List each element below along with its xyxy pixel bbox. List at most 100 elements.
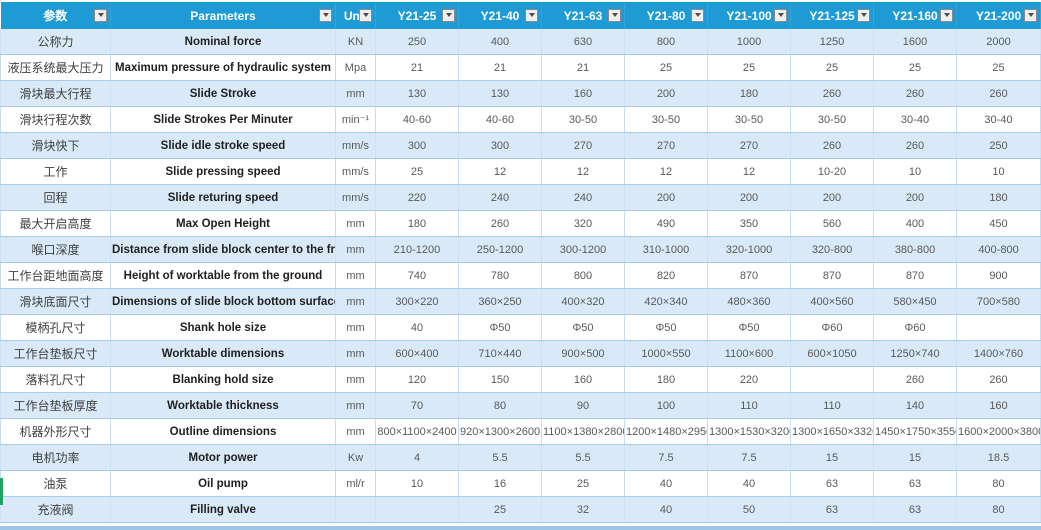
unit-cell[interactable]: mm (335, 262, 376, 289)
value-cell[interactable]: 18.5 (956, 444, 1041, 471)
value-cell[interactable]: 740 (375, 262, 459, 289)
value-cell[interactable]: 360×250 (458, 288, 542, 315)
param-name-en-cell[interactable]: Worktable dimensions (110, 340, 336, 367)
value-cell[interactable]: 320-1000 (707, 236, 791, 263)
value-cell[interactable]: 15 (790, 444, 874, 471)
value-cell[interactable]: 30-50 (790, 106, 874, 133)
value-cell[interactable]: 1100×1380×2800 (541, 418, 625, 445)
value-cell[interactable]: 1250×740 (873, 340, 957, 367)
value-cell[interactable]: 7.5 (624, 444, 708, 471)
value-cell[interactable]: 870 (790, 262, 874, 289)
param-name-en-cell[interactable]: Worktable thickness (110, 392, 336, 419)
value-cell[interactable]: 400-800 (956, 236, 1041, 263)
value-cell[interactable]: 300 (458, 132, 542, 159)
value-cell[interactable]: 140 (873, 392, 957, 419)
unit-cell[interactable]: mm (335, 392, 376, 419)
value-cell[interactable]: 90 (541, 392, 625, 419)
value-cell[interactable]: 30-40 (873, 106, 957, 133)
value-cell[interactable]: 10 (956, 158, 1041, 185)
unit-cell[interactable] (335, 496, 376, 523)
value-cell[interactable]: 630 (541, 29, 625, 55)
value-cell[interactable]: 25 (458, 496, 542, 523)
value-cell[interactable]: 12 (624, 158, 708, 185)
value-cell[interactable]: 4 (375, 444, 459, 471)
value-cell[interactable]: 30-40 (956, 106, 1041, 133)
value-cell[interactable]: 800×1100×2400 (375, 418, 459, 445)
param-name-en-cell[interactable]: Maximum pressure of hydraulic system (110, 54, 336, 81)
value-cell[interactable]: 580×450 (873, 288, 957, 315)
param-name-cn-cell[interactable]: 油泵 (0, 470, 111, 497)
value-cell[interactable]: 250 (375, 29, 459, 55)
param-name-cn-cell[interactable]: 落料孔尺寸 (0, 366, 111, 393)
value-cell[interactable]: 70 (375, 392, 459, 419)
value-cell[interactable]: 260 (873, 132, 957, 159)
value-cell[interactable]: 40-60 (375, 106, 459, 133)
unit-cell[interactable]: mm (335, 288, 376, 315)
value-cell[interactable]: 5.5 (541, 444, 625, 471)
value-cell[interactable]: 160 (541, 366, 625, 393)
unit-cell[interactable]: ml/r (335, 470, 376, 497)
value-cell[interactable]: 250-1200 (458, 236, 542, 263)
value-cell[interactable]: 800 (541, 262, 625, 289)
value-cell[interactable]: 25 (375, 158, 459, 185)
value-cell[interactable]: 220 (707, 366, 791, 393)
param-name-en-cell[interactable]: Slide idle stroke speed (110, 132, 336, 159)
value-cell[interactable]: 120 (375, 366, 459, 393)
value-cell[interactable]: 5.5 (458, 444, 542, 471)
value-cell[interactable]: 240 (458, 184, 542, 211)
value-cell[interactable]: 260 (790, 132, 874, 159)
value-cell[interactable]: 200 (873, 184, 957, 211)
value-cell[interactable]: 710×440 (458, 340, 542, 367)
value-cell[interactable]: 80 (956, 496, 1041, 523)
value-cell[interactable]: Φ50 (624, 314, 708, 341)
value-cell[interactable]: 1200×1480×2950 (624, 418, 708, 445)
value-cell[interactable]: 320 (541, 210, 625, 237)
value-cell[interactable]: 210-1200 (375, 236, 459, 263)
filter-dropdown-icon[interactable] (94, 8, 107, 22)
unit-cell[interactable]: mm (335, 80, 376, 107)
value-cell[interactable]: 900 (956, 262, 1041, 289)
column-header-10[interactable]: Y21-200 (956, 2, 1041, 29)
value-cell[interactable]: Φ50 (541, 314, 625, 341)
value-cell[interactable]: 260 (458, 210, 542, 237)
column-header-7[interactable]: Y21-100 (707, 2, 791, 29)
value-cell[interactable]: 40 (707, 470, 791, 497)
value-cell[interactable]: 10 (873, 158, 957, 185)
value-cell[interactable]: 25 (541, 470, 625, 497)
value-cell[interactable]: 30-50 (624, 106, 708, 133)
value-cell[interactable]: 63 (873, 496, 957, 523)
param-name-cn-cell[interactable]: 公称力 (0, 29, 111, 55)
value-cell[interactable]: 300×220 (375, 288, 459, 315)
value-cell[interactable]: 870 (873, 262, 957, 289)
value-cell[interactable]: 12 (541, 158, 625, 185)
value-cell[interactable]: 300-1200 (541, 236, 625, 263)
value-cell[interactable]: 100 (624, 392, 708, 419)
value-cell[interactable]: 180 (624, 366, 708, 393)
value-cell[interactable]: 21 (458, 54, 542, 81)
value-cell[interactable]: 80 (458, 392, 542, 419)
unit-cell[interactable]: mm (335, 314, 376, 341)
value-cell[interactable]: 63 (790, 496, 874, 523)
param-name-en-cell[interactable]: Max Open Height (110, 210, 336, 237)
value-cell[interactable]: 300 (375, 132, 459, 159)
value-cell[interactable]: 200 (707, 184, 791, 211)
param-name-cn-cell[interactable]: 充液阀 (0, 496, 111, 523)
value-cell[interactable]: 480×360 (707, 288, 791, 315)
column-header-1[interactable]: Parameters (110, 2, 336, 29)
value-cell[interactable]: 21 (375, 54, 459, 81)
unit-cell[interactable]: mm (335, 366, 376, 393)
value-cell[interactable]: 40 (624, 496, 708, 523)
value-cell[interactable]: Φ60 (790, 314, 874, 341)
column-header-3[interactable]: Y21-25 (375, 2, 459, 29)
param-name-cn-cell[interactable]: 模柄孔尺寸 (0, 314, 111, 341)
param-name-cn-cell[interactable]: 工作台垫板尺寸 (0, 340, 111, 367)
unit-cell[interactable]: mm/s (335, 158, 376, 185)
value-cell[interactable]: 900×500 (541, 340, 625, 367)
value-cell[interactable]: 1600 (873, 29, 957, 55)
unit-cell[interactable]: mm (335, 236, 376, 263)
value-cell[interactable]: 270 (707, 132, 791, 159)
value-cell[interactable]: 40 (624, 470, 708, 497)
value-cell[interactable]: 490 (624, 210, 708, 237)
column-header-4[interactable]: Y21-40 (458, 2, 542, 29)
value-cell[interactable]: 1250 (790, 29, 874, 55)
